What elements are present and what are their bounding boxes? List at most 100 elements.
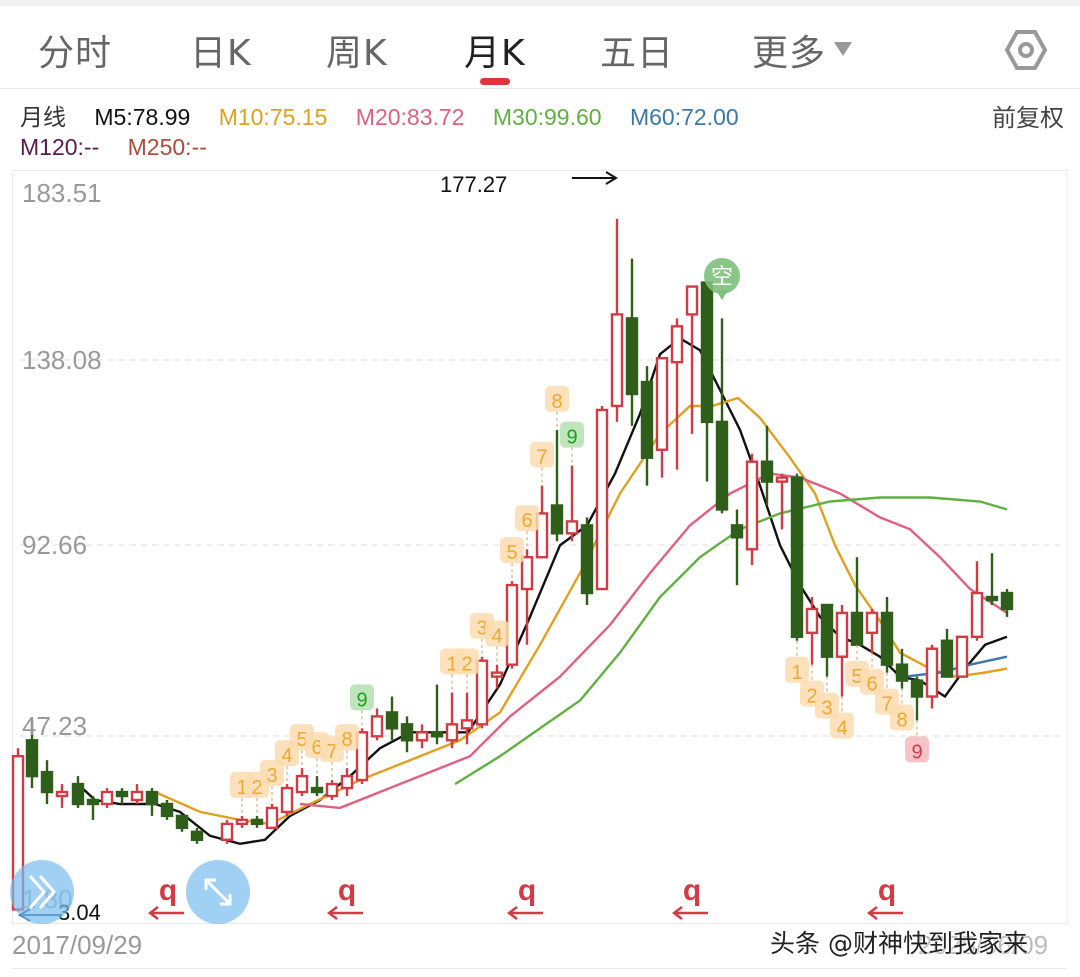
ma20-value: M20:83.72 [355,104,465,130]
candle [355,728,369,785]
ma60-value: M60:72.00 [629,104,739,130]
candle [130,784,144,804]
td-count-badge: 8 [335,724,359,769]
candle [415,724,429,749]
td-count-badge: 8 [545,385,569,430]
cycle-marker: q [867,874,903,920]
candle [580,517,594,605]
candle [295,768,309,797]
td-count-badge: 5 [500,537,524,582]
candle [40,760,54,804]
candle [955,635,969,678]
svg-text:1: 1 [446,654,457,676]
svg-text:q: q [338,874,356,907]
y-tick-label: 138.08 [22,345,102,375]
svg-text:8: 8 [341,729,352,751]
cycle-marker: q [327,874,363,920]
candle [715,318,729,514]
ma30-value: M30:99.60 [492,104,602,130]
candle [190,827,204,844]
svg-text:7: 7 [326,741,337,763]
y-tick-label: 92.66 [22,530,88,560]
candle [700,281,714,482]
ma-line-m60 [904,655,1008,678]
td-count-badge: 3 [815,676,839,720]
candle [610,218,624,422]
adjust-mode-button[interactable]: 前复权 [992,104,1064,132]
svg-text:3: 3 [476,618,487,640]
candle [445,692,459,749]
cycle-marker: q [148,874,184,920]
candle [160,799,174,820]
candle [475,656,489,729]
divider [12,968,1066,969]
ma120-value: M120:-- [20,134,100,160]
candle [250,815,264,828]
svg-text:1: 1 [236,777,247,799]
td-count-badge: 4 [485,620,509,665]
status-strip [0,0,1080,6]
td-nine-badge: 9 [560,421,584,466]
svg-text:4: 4 [836,718,847,740]
svg-text:7: 7 [536,447,547,469]
candle [71,776,85,808]
cycle-marker: q [507,874,543,920]
ma-line-m30 [454,496,1008,786]
candle [175,814,189,832]
tab-more[interactable]: 更多 [752,24,853,76]
tab-daily-k[interactable]: 日K [190,33,252,74]
period-tabs: 分时 日K 周K 月K 五日 更多 [0,6,1080,89]
candle [625,258,639,426]
candle [820,603,834,677]
fullscreen-button[interactable] [186,860,250,924]
collapse-button[interactable] [10,860,74,924]
td-nine-badge: 9 [350,684,374,729]
tab-monthly-k[interactable]: 月K [464,33,526,74]
dropdown-caret-icon [834,42,853,56]
svg-text:9: 9 [356,689,367,711]
td-count-badge: 6 [860,652,884,696]
tab-intraday[interactable]: 分时 [38,33,113,74]
svg-text:3: 3 [266,765,277,787]
candle [385,696,399,741]
candle [925,644,939,709]
hexagon-settings-icon[interactable] [1004,28,1048,72]
expand-arrows-icon [204,878,232,906]
cycle-marker: q [672,874,708,920]
candle [86,796,100,820]
candle [970,561,984,641]
candle [640,366,654,486]
svg-text:8: 8 [551,391,562,413]
candle [655,357,669,478]
svg-text:9: 9 [911,741,922,763]
candle [310,776,324,797]
high-price-label: 177.27 [440,172,508,197]
candle [790,473,804,641]
candle [490,664,504,689]
candle [400,716,414,753]
candle [340,768,354,797]
svg-text:q: q [518,874,536,907]
candle [565,465,579,542]
candle [940,628,954,678]
ma-line-m20 [299,472,1008,810]
candle [835,604,849,697]
candle [145,788,159,816]
ma-legend-row-1: 月线 M5:78.99 M10:75.15 M20:83.72 M30:99.6… [20,98,761,132]
candle [115,788,129,804]
candle [865,608,879,653]
candle [775,473,789,530]
tab-more-label: 更多 [752,33,827,74]
watermark-text: 头条 @财神快到我家来 [770,929,1028,958]
ma10-value: M10:75.15 [218,104,328,130]
tab-weekly-k[interactable]: 周K [326,33,388,74]
candle [520,549,534,645]
chart-area[interactable] [12,170,1068,924]
tab-five-day[interactable]: 五日 [600,33,675,74]
candle [220,819,234,844]
candle [325,780,339,800]
candle [265,803,279,830]
svg-text:4: 4 [491,626,502,648]
candle [895,648,909,689]
